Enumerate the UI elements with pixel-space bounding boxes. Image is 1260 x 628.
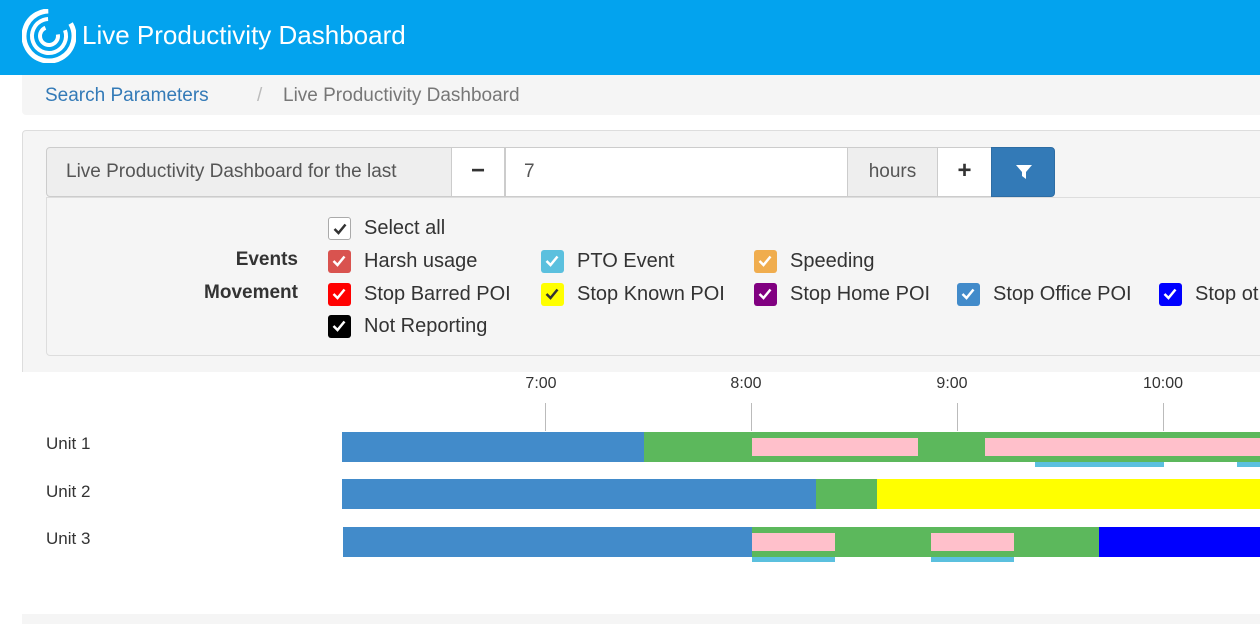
axis-label-10: 10:00 bbox=[1142, 375, 1184, 392]
top-navbar: Live Productivity Dashboard bbox=[0, 0, 1260, 75]
not-reporting-label: Not Reporting bbox=[364, 315, 488, 337]
stop-office-poi-label: Stop Office POI bbox=[993, 283, 1132, 305]
checkbox-pto-event[interactable]: PTO Event bbox=[541, 250, 674, 273]
breadcrumb-current: Live Productivity Dashboard bbox=[283, 85, 520, 106]
timeline-segment-harsh[interactable] bbox=[985, 438, 1260, 456]
stop-barred-poi-box[interactable] bbox=[328, 283, 351, 306]
timeline-segment-office[interactable] bbox=[342, 479, 816, 509]
checkbox-harsh-usage[interactable]: Harsh usage bbox=[328, 250, 477, 273]
axis-label-8: 8:00 bbox=[730, 375, 762, 392]
axis-tick bbox=[1163, 403, 1164, 431]
timeline-segment-office[interactable] bbox=[342, 432, 644, 462]
filter-button[interactable] bbox=[991, 147, 1055, 197]
timeline-segment-moving[interactable] bbox=[816, 479, 877, 509]
timeline-segment-pto[interactable] bbox=[1237, 462, 1260, 467]
axis-tick bbox=[545, 403, 546, 431]
check-icon bbox=[545, 255, 559, 267]
unit-label-2: Unit 2 bbox=[46, 482, 91, 501]
axis-tick bbox=[957, 403, 958, 431]
check-icon bbox=[332, 288, 346, 300]
breadcrumb: Search Parameters / Live Productivity Da… bbox=[22, 75, 1260, 115]
axis-tick bbox=[751, 403, 752, 431]
stop-other-poi-label: Stop ot bbox=[1195, 283, 1259, 305]
checkbox-stop-other-poi[interactable]: Stop ot bbox=[1159, 283, 1258, 306]
axis-label-7: 7:00 bbox=[525, 375, 557, 392]
checkbox-stop-office-poi[interactable]: Stop Office POI bbox=[957, 283, 1132, 306]
movement-row-label: Movement bbox=[204, 282, 298, 303]
harsh-usage-box[interactable] bbox=[328, 250, 351, 273]
stop-known-poi-label: Stop Known POI bbox=[577, 283, 725, 305]
select-all-box[interactable] bbox=[328, 217, 351, 240]
timeline-segment-known-poi[interactable] bbox=[877, 479, 1260, 509]
check-icon bbox=[333, 223, 347, 235]
checkbox-not-reporting[interactable]: Not Reporting bbox=[328, 315, 487, 338]
check-icon bbox=[961, 288, 975, 300]
panel-footer bbox=[22, 614, 1260, 624]
logo-icon bbox=[22, 9, 76, 63]
events-row-label: Events bbox=[235, 249, 298, 270]
check-icon bbox=[758, 288, 772, 300]
timeline-segment-harsh[interactable] bbox=[931, 533, 1014, 551]
speeding-label: Speeding bbox=[790, 250, 875, 272]
timeline-segment-pto[interactable] bbox=[752, 557, 835, 562]
checkbox-select-all[interactable]: Select all bbox=[328, 217, 445, 240]
check-icon bbox=[332, 255, 346, 267]
unit-label-1: Unit 1 bbox=[46, 434, 91, 453]
check-icon bbox=[545, 288, 559, 300]
timeline-segment-pto[interactable] bbox=[931, 557, 1014, 562]
period-prefix-label: Live Productivity Dashboard for the last bbox=[46, 147, 452, 197]
hours-unit-label: hours bbox=[847, 147, 938, 197]
breadcrumb-link-search-parameters[interactable]: Search Parameters bbox=[45, 85, 209, 106]
filter-options-box bbox=[46, 197, 1260, 356]
hours-input[interactable] bbox=[505, 147, 848, 197]
pto-event-box[interactable] bbox=[541, 250, 564, 273]
decrement-button[interactable]: − bbox=[451, 147, 505, 197]
stop-known-poi-box[interactable] bbox=[541, 283, 564, 306]
harsh-usage-label: Harsh usage bbox=[364, 250, 478, 272]
axis-label-9: 9:00 bbox=[936, 375, 968, 392]
timeline-segment-harsh[interactable] bbox=[752, 438, 918, 456]
check-icon bbox=[332, 320, 346, 332]
unit-label-3: Unit 3 bbox=[46, 529, 91, 548]
check-icon bbox=[1163, 288, 1177, 300]
checkbox-speeding[interactable]: Speeding bbox=[754, 250, 875, 273]
checkbox-stop-barred-poi[interactable]: Stop Barred POI bbox=[328, 283, 511, 306]
checkbox-stop-home-poi[interactable]: Stop Home POI bbox=[754, 283, 930, 306]
timeline-segment-office[interactable] bbox=[343, 527, 752, 557]
check-icon bbox=[758, 255, 772, 267]
checkbox-stop-known-poi[interactable]: Stop Known POI bbox=[541, 283, 725, 306]
not-reporting-box[interactable] bbox=[328, 315, 351, 338]
stop-home-poi-label: Stop Home POI bbox=[790, 283, 931, 305]
app-title: Live Productivity Dashboard bbox=[82, 20, 406, 50]
select-all-label: Select all bbox=[364, 217, 446, 239]
timeline-segment-pto[interactable] bbox=[1035, 462, 1164, 467]
speeding-box[interactable] bbox=[754, 250, 777, 273]
breadcrumb-separator: / bbox=[257, 85, 263, 106]
increment-button[interactable]: + bbox=[937, 147, 992, 197]
stop-office-poi-box[interactable] bbox=[957, 283, 980, 306]
stop-home-poi-box[interactable] bbox=[754, 283, 777, 306]
timeline-segment-harsh[interactable] bbox=[752, 533, 835, 551]
stop-barred-poi-label: Stop Barred POI bbox=[364, 283, 511, 305]
stop-other-poi-box[interactable] bbox=[1159, 283, 1182, 306]
pto-event-label: PTO Event bbox=[577, 250, 675, 272]
filter-icon bbox=[1016, 165, 1032, 179]
timeline-segment-other-poi[interactable] bbox=[1099, 527, 1260, 557]
